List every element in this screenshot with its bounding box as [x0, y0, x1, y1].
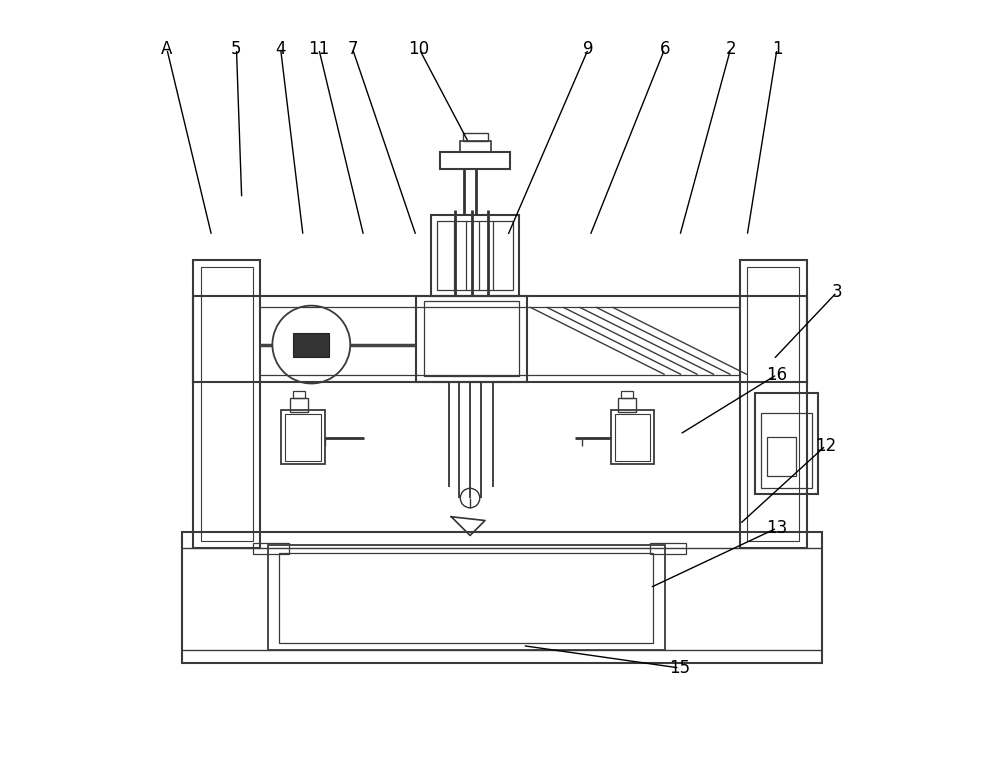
- Bar: [290, 399, 308, 412]
- Bar: [440, 152, 510, 169]
- Text: 11: 11: [308, 40, 329, 58]
- Text: 7: 7: [347, 40, 358, 58]
- Bar: [268, 545, 665, 650]
- Text: 5: 5: [231, 40, 242, 58]
- Bar: [761, 413, 812, 488]
- Text: A: A: [161, 40, 173, 58]
- Bar: [755, 393, 818, 494]
- Bar: [747, 267, 799, 541]
- Bar: [618, 399, 636, 412]
- Bar: [615, 414, 650, 461]
- Bar: [460, 141, 491, 152]
- Text: 9: 9: [583, 40, 594, 58]
- Bar: [621, 391, 633, 399]
- Bar: [201, 267, 253, 541]
- Bar: [650, 543, 686, 554]
- Bar: [293, 332, 329, 357]
- Bar: [285, 414, 321, 461]
- Bar: [431, 215, 519, 296]
- Bar: [193, 260, 260, 549]
- Text: 12: 12: [815, 437, 836, 455]
- Bar: [416, 296, 527, 382]
- Bar: [767, 437, 796, 475]
- Text: 4: 4: [275, 40, 286, 58]
- Bar: [611, 410, 654, 465]
- Text: 15: 15: [669, 659, 690, 677]
- Text: 16: 16: [766, 365, 788, 384]
- Bar: [740, 260, 807, 549]
- Bar: [437, 221, 513, 290]
- Bar: [463, 134, 488, 141]
- Text: 3: 3: [832, 283, 842, 301]
- Bar: [424, 301, 519, 376]
- Text: 6: 6: [659, 40, 670, 58]
- Text: 2: 2: [725, 40, 736, 58]
- Bar: [193, 296, 807, 382]
- Bar: [182, 532, 822, 662]
- Text: 1: 1: [772, 40, 782, 58]
- Text: 10: 10: [409, 40, 430, 58]
- Bar: [293, 391, 305, 399]
- Text: 13: 13: [766, 519, 788, 537]
- Bar: [281, 410, 325, 465]
- Bar: [279, 552, 653, 643]
- Bar: [253, 543, 289, 554]
